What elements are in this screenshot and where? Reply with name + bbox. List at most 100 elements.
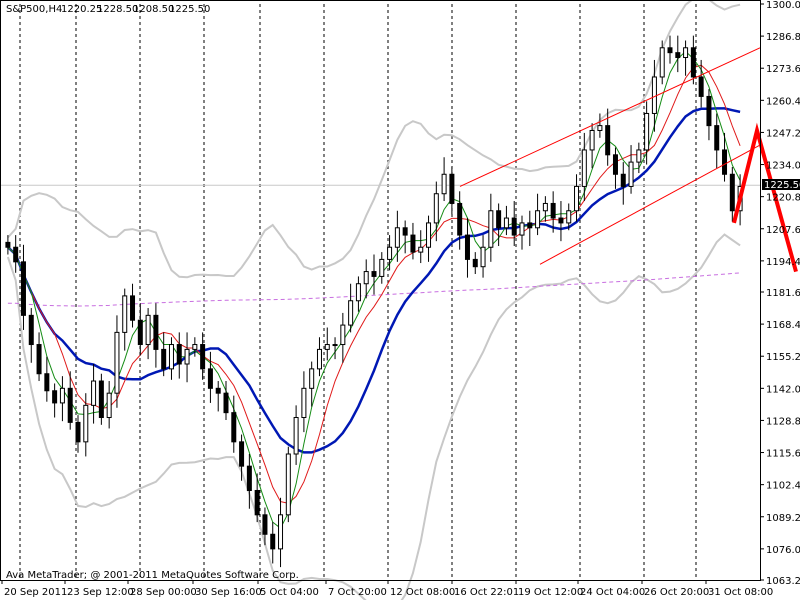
- candle-body: [542, 202, 548, 212]
- candle-body: [714, 125, 720, 151]
- candle-body: [5, 241, 11, 248]
- candle-body: [355, 283, 361, 302]
- ohlc-high: 1228.50: [97, 4, 138, 15]
- candle-body: [332, 344, 338, 347]
- candle-body: [301, 387, 307, 419]
- candle-body: [379, 258, 385, 277]
- y-tick-label: 1063.20: [766, 576, 800, 587]
- y-tick-label: 1300.00: [766, 0, 800, 11]
- ohlc-close: 1225.50: [169, 4, 210, 15]
- candle-body: [67, 387, 73, 423]
- candle-body: [581, 149, 587, 187]
- candle-body: [363, 271, 369, 285]
- candle-body: [511, 217, 517, 236]
- y-tick-label: 1234.00: [766, 161, 800, 172]
- candle-body: [278, 514, 284, 550]
- grid-layer: [0, 4, 760, 580]
- candle-body: [36, 344, 42, 375]
- candle-body: [59, 387, 65, 404]
- price-tag: 1225.50: [764, 180, 800, 191]
- x-tick-label: 20 Sep 2011: [4, 587, 67, 598]
- ohlc-open: 1220.25: [61, 4, 102, 15]
- candle-body: [683, 47, 689, 59]
- candles: [5, 35, 743, 568]
- x-tick-label: 30 Sep 16:00: [195, 587, 262, 598]
- x-tick-label: 24 Oct 04:00: [580, 587, 645, 598]
- candle-body: [52, 390, 58, 404]
- candle-body: [480, 246, 486, 268]
- candle-body: [106, 392, 112, 419]
- candle-body: [309, 368, 315, 389]
- y-tick-label: 1076.00: [766, 545, 800, 556]
- x-tick-label: 31 Oct 08:00: [708, 587, 773, 598]
- candle-body: [28, 314, 34, 346]
- candle-body: [293, 417, 299, 455]
- candle-body: [426, 222, 432, 248]
- candle-body: [262, 514, 268, 535]
- y-tick-label: 1155.20: [766, 352, 800, 363]
- y-tick-label: 1220.80: [766, 193, 800, 204]
- candle-body: [348, 300, 354, 326]
- y-tick-label: 1247.20: [766, 128, 800, 139]
- ma-slow: [7, 107, 741, 454]
- y-tick-label: 1168.40: [766, 320, 800, 331]
- candle-body: [464, 234, 470, 260]
- y-tick-label: 1102.40: [766, 481, 800, 492]
- candle-body: [418, 246, 424, 253]
- y-tick-label: 1286.80: [766, 32, 800, 43]
- ma-mid: [7, 64, 741, 504]
- candle-body: [659, 47, 665, 78]
- candle-body: [387, 246, 393, 260]
- candle-body: [20, 261, 26, 316]
- candle-body: [44, 373, 50, 392]
- candle-body: [628, 161, 634, 187]
- candle-body: [449, 173, 455, 204]
- candle-body: [675, 52, 681, 59]
- candle-body: [402, 227, 408, 236]
- y-axis: 1300.00 1286.80 1273.60 1260.40 1247.20 1234.…: [760, 0, 800, 587]
- candle-body: [722, 149, 728, 175]
- candle-body: [340, 324, 346, 346]
- candle-body: [574, 185, 580, 212]
- candle-body: [472, 258, 478, 268]
- candle-body: [441, 173, 447, 195]
- candle-body: [324, 344, 330, 350]
- candle-body: [519, 222, 525, 236]
- candle-body: [114, 331, 120, 394]
- candle-body: [122, 295, 128, 333]
- candle-body: [558, 217, 564, 224]
- y-tick-label: 1089.20: [766, 513, 800, 524]
- candle-body: [527, 222, 533, 229]
- candle-body: [605, 125, 611, 156]
- y-tick-label: 1115.60: [766, 449, 800, 460]
- candle-body: [690, 47, 696, 78]
- y-tick-label: 1142.00: [766, 384, 800, 395]
- candle-body: [566, 210, 572, 224]
- candle-body: [13, 246, 19, 263]
- candle-body: [597, 125, 603, 131]
- candle-body: [488, 210, 494, 248]
- copyright-text: Ava MetaTrader; @ 2001-2011 MetaQuotes S…: [6, 570, 299, 581]
- candle-body: [636, 149, 642, 163]
- candle-body: [644, 112, 650, 151]
- price-tag-box: [762, 179, 800, 190]
- candle-body: [239, 441, 245, 467]
- candle-body: [285, 453, 291, 516]
- ma-long: [7, 272, 741, 307]
- candle-body: [729, 173, 735, 212]
- candle-body: [457, 202, 463, 236]
- bollinger-lower: [6, 233, 741, 600]
- candle-body: [503, 217, 509, 229]
- candle-body: [316, 348, 322, 370]
- candle-body: [651, 76, 657, 114]
- candle-body: [394, 227, 400, 248]
- candle-body: [667, 47, 673, 54]
- candle-body: [535, 210, 541, 229]
- candle-body: [706, 95, 712, 127]
- x-tick-label: 28 Sep 00:00: [130, 587, 197, 598]
- bollinger-bands: [6, 0, 741, 600]
- x-tick-label: 16 Oct 22:01: [454, 587, 519, 598]
- candle-body: [612, 154, 618, 175]
